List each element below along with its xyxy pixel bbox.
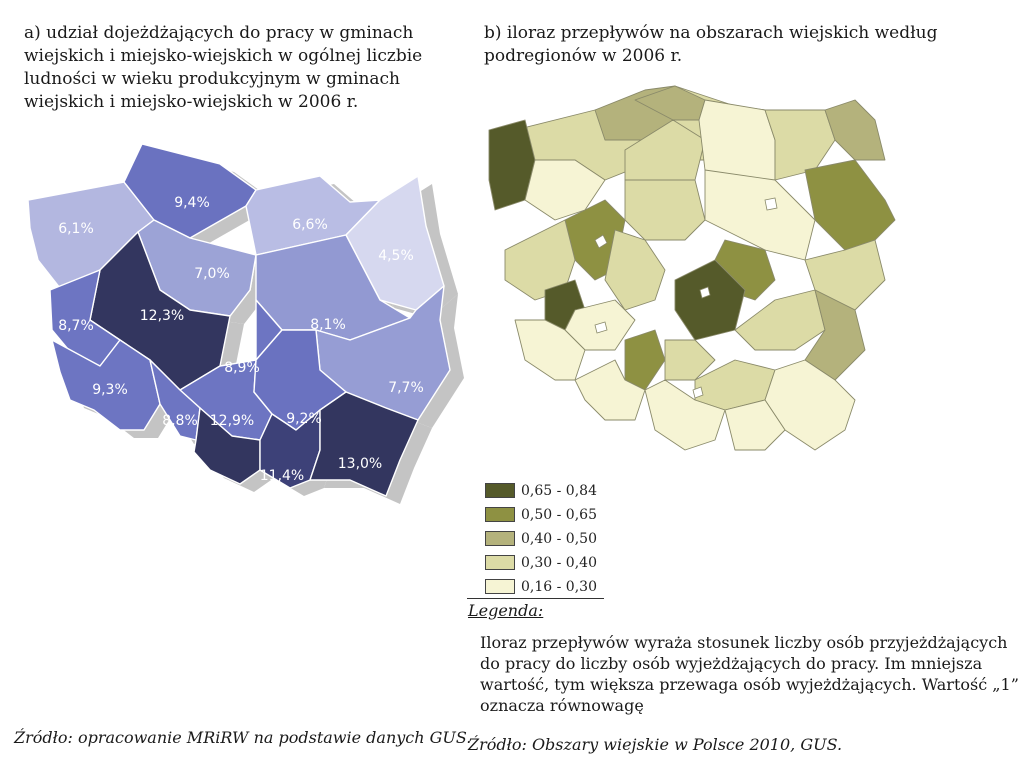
legend-swatch: [485, 507, 515, 522]
map-a-labels: 6,1% 9,4% 6,6% 4,5% 7,0% 12,3% 8,7% 8,1%…: [58, 195, 424, 484]
subregion: [724, 399, 786, 451]
label-podkarpackie: 13,0%: [338, 456, 382, 472]
legend: 0,65 - 0,84 0,50 - 0,65 0,40 - 0,50 0,30…: [485, 480, 605, 600]
label-slaskie: 12,9%: [210, 413, 254, 429]
label-swietokrzyskie: 9,2%: [286, 411, 322, 427]
label-warminsko-mazurskie: 6,6%: [292, 217, 328, 233]
label-lubuskie: 8,7%: [58, 318, 94, 334]
map-a-title: a) udział dojeżdżających do pracy w gmin…: [24, 23, 423, 112]
subregion: [824, 99, 886, 161]
label-opolskie: 8,8%: [162, 413, 198, 429]
commuting-share-map: 6,1% 9,4% 6,6% 4,5% 7,0% 12,3% 8,7% 8,1%…: [27, 143, 464, 504]
city-warszawa: [764, 197, 778, 211]
subregion: [804, 159, 896, 251]
region-dolnoslaskie: [51, 339, 161, 431]
subregion: [664, 339, 716, 381]
legend-label: 0,30 - 0,40: [521, 554, 597, 571]
legend-label: 0,40 - 0,50: [521, 530, 597, 547]
city-cutouts: [594, 197, 778, 399]
subregion: [644, 379, 726, 451]
subregion: [604, 229, 666, 311]
legend-item: 0,16 - 0,30: [485, 576, 605, 597]
legend-note: Iloraz przepływów wyraża stosunek liczby…: [480, 633, 1019, 715]
legend-item: 0,30 - 0,40: [485, 552, 605, 573]
label-wielkopolskie: 12,3%: [140, 308, 184, 324]
flow-ratio-map: [488, 85, 896, 451]
legend-divider: [467, 598, 604, 599]
legend-caption: Legenda:: [468, 601, 544, 620]
legend-item: 0,65 - 0,84: [485, 480, 605, 501]
city-krakow: [692, 386, 704, 399]
subregion: [574, 359, 646, 421]
map-a-regions: [27, 143, 451, 497]
map-b-subregions: [488, 85, 896, 451]
label-malopolskie: 11,4%: [260, 468, 304, 484]
subregion: [734, 289, 826, 351]
label-zachodniopomorskie: 6,1%: [58, 221, 94, 237]
legend-swatch: [485, 579, 515, 594]
source-a: Źródło: opracowanie MRiRW na podstawie d…: [14, 728, 472, 747]
legend-swatch: [485, 483, 515, 498]
subregion: [514, 319, 586, 381]
legend-label: 0,65 - 0,84: [521, 482, 597, 499]
map-b-title: b) iloraz przepływów na obszarach wiejsk…: [484, 23, 938, 66]
city-lodz: [699, 286, 711, 299]
legend-item: 0,40 - 0,50: [485, 528, 605, 549]
legend-item: 0,50 - 0,65: [485, 504, 605, 525]
label-lubelskie: 7,7%: [388, 380, 424, 396]
subregion: [624, 179, 706, 241]
city-poznan: [594, 234, 608, 249]
label-lodzkie: 8,9%: [224, 360, 260, 376]
subregion: [624, 329, 666, 391]
label-kujawsko-pomorskie: 7,0%: [194, 266, 230, 282]
legend-swatch: [485, 531, 515, 546]
legend-label: 0,16 - 0,30: [521, 578, 597, 595]
label-podlaskie: 4,5%: [378, 248, 414, 264]
label-mazowieckie: 8,1%: [310, 317, 346, 333]
legend-label: 0,50 - 0,65: [521, 506, 597, 523]
region-podkarpackie: [309, 391, 419, 497]
label-pomorskie: 9,4%: [174, 195, 210, 211]
source-b: Źródło: Obszary wiejskie w Polsce 2010, …: [468, 735, 843, 754]
legend-swatch: [485, 555, 515, 570]
label-dolnoslaskie: 9,3%: [92, 382, 128, 398]
city-wroclaw: [594, 321, 608, 334]
subregion: [704, 169, 816, 261]
